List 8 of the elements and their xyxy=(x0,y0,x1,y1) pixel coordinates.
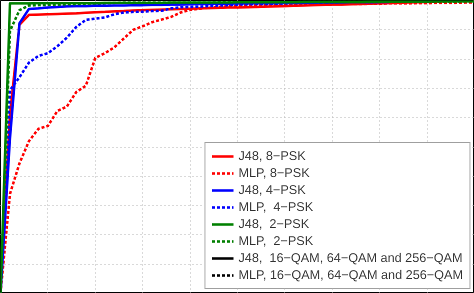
legend-label: J48, 2−PSK xyxy=(238,217,310,231)
legend-label: J48, 16−QAM, 64−QAM and 256−QAM xyxy=(238,251,463,265)
legend-label: J48, 8−PSK xyxy=(238,149,306,163)
legend-label: MLP, 8−PSK xyxy=(238,166,310,180)
legend-label: J48, 4−PSK xyxy=(238,183,306,197)
legend-label: MLP, 4−PSK xyxy=(238,200,314,214)
legend-label: MLP, 16−QAM, 64−QAM and 256−QAM xyxy=(238,268,463,282)
legend-label: MLP, 2−PSK xyxy=(238,234,314,248)
